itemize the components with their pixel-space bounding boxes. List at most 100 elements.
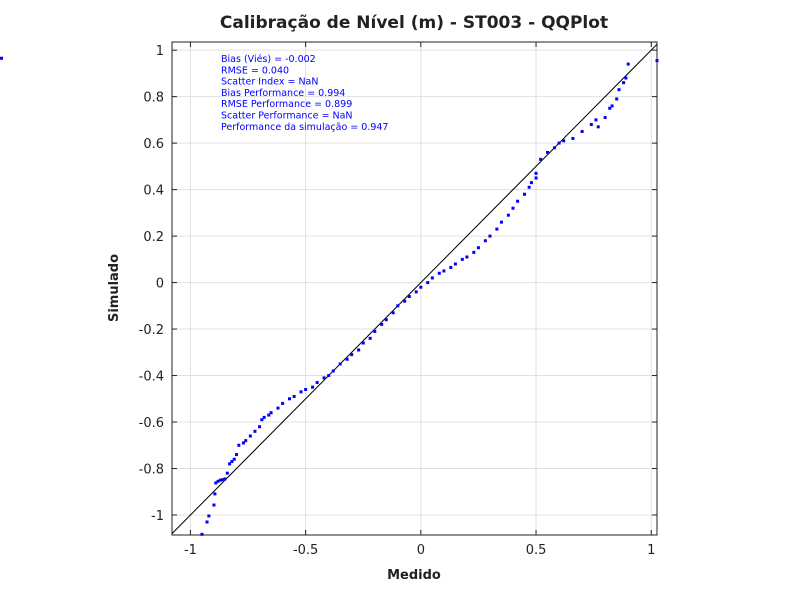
point bbox=[391, 311, 395, 315]
point bbox=[327, 374, 331, 378]
point bbox=[212, 503, 216, 507]
point bbox=[626, 62, 630, 66]
y-tick-label: 0 bbox=[156, 277, 164, 292]
point bbox=[419, 285, 423, 289]
point bbox=[539, 157, 543, 161]
point bbox=[534, 176, 538, 180]
y-axis-label: Simulado bbox=[107, 254, 122, 322]
y-tick-label: 0.4 bbox=[143, 184, 164, 199]
point bbox=[338, 362, 342, 366]
point bbox=[380, 322, 384, 326]
point bbox=[361, 341, 365, 345]
point bbox=[449, 265, 453, 269]
point bbox=[437, 271, 441, 275]
point bbox=[562, 139, 566, 143]
point bbox=[223, 477, 227, 481]
point bbox=[244, 439, 248, 443]
point bbox=[571, 136, 575, 140]
point bbox=[594, 118, 598, 122]
point bbox=[407, 295, 411, 299]
point bbox=[622, 81, 626, 85]
point bbox=[267, 413, 271, 417]
point bbox=[465, 255, 469, 259]
point bbox=[228, 462, 232, 466]
chart-title: Calibração de Nível (m) - ST003 - QQPlot bbox=[220, 13, 608, 33]
annotation: RMSE Performance = 0.899 bbox=[221, 99, 352, 110]
point bbox=[288, 397, 292, 401]
point bbox=[0, 56, 3, 60]
x-tick-label: 0.5 bbox=[526, 543, 547, 558]
point bbox=[589, 123, 593, 127]
point bbox=[426, 281, 430, 285]
point bbox=[396, 304, 400, 308]
point bbox=[218, 478, 222, 482]
y-tick-label: -1 bbox=[151, 509, 164, 524]
point bbox=[624, 76, 628, 80]
point bbox=[207, 514, 211, 518]
point bbox=[331, 369, 335, 373]
identity-line bbox=[171, 43, 658, 534]
point bbox=[200, 532, 204, 536]
point bbox=[214, 481, 218, 485]
point bbox=[546, 150, 550, 154]
annotation: Bias (Viés) = -0.002 bbox=[221, 54, 316, 65]
point bbox=[511, 206, 515, 210]
point bbox=[304, 387, 308, 391]
point bbox=[315, 381, 319, 385]
point bbox=[292, 394, 296, 398]
point bbox=[495, 227, 499, 231]
y-tick-label: 0.8 bbox=[143, 91, 164, 106]
point bbox=[603, 116, 607, 120]
point bbox=[596, 125, 600, 129]
y-tick-label: 0.6 bbox=[143, 137, 164, 152]
point bbox=[552, 146, 556, 150]
point bbox=[460, 257, 464, 261]
point bbox=[655, 59, 659, 63]
annotation: Performance da simulação = 0.947 bbox=[221, 122, 388, 133]
point bbox=[403, 299, 407, 303]
point bbox=[580, 129, 584, 133]
point bbox=[610, 104, 614, 108]
annotation: Bias Performance = 0.994 bbox=[221, 88, 345, 99]
point bbox=[373, 329, 377, 333]
point bbox=[237, 443, 241, 447]
x-tick-label: 0 bbox=[417, 543, 425, 558]
point bbox=[281, 401, 285, 405]
point bbox=[350, 353, 354, 357]
x-tick-label: 1 bbox=[647, 543, 655, 558]
point bbox=[516, 199, 520, 203]
point bbox=[205, 520, 209, 524]
point bbox=[529, 181, 533, 185]
point bbox=[506, 213, 510, 217]
point bbox=[523, 192, 527, 196]
point bbox=[345, 357, 349, 361]
point bbox=[453, 262, 457, 266]
point bbox=[368, 336, 372, 340]
point bbox=[213, 492, 217, 496]
point bbox=[235, 453, 239, 457]
point bbox=[225, 471, 229, 475]
point bbox=[253, 429, 257, 433]
y-tick-label: -0.6 bbox=[139, 416, 164, 431]
y-tick-label: -0.8 bbox=[139, 463, 164, 478]
point bbox=[476, 246, 480, 250]
point bbox=[430, 276, 434, 280]
annotation: Scatter Performance = NaN bbox=[221, 111, 353, 122]
point bbox=[442, 269, 446, 273]
annotation: Scatter Index = NaN bbox=[221, 77, 318, 88]
y-tick-label: -0.2 bbox=[139, 323, 164, 338]
point bbox=[262, 415, 266, 419]
point bbox=[488, 234, 492, 238]
x-axis-label: Medido bbox=[387, 568, 441, 583]
point bbox=[232, 457, 236, 461]
x-tick-label: -0.5 bbox=[293, 543, 318, 558]
point bbox=[384, 318, 388, 322]
point bbox=[230, 460, 234, 464]
point bbox=[269, 411, 273, 415]
point bbox=[216, 479, 220, 483]
point bbox=[527, 185, 531, 189]
point bbox=[260, 418, 264, 422]
point bbox=[248, 434, 252, 438]
